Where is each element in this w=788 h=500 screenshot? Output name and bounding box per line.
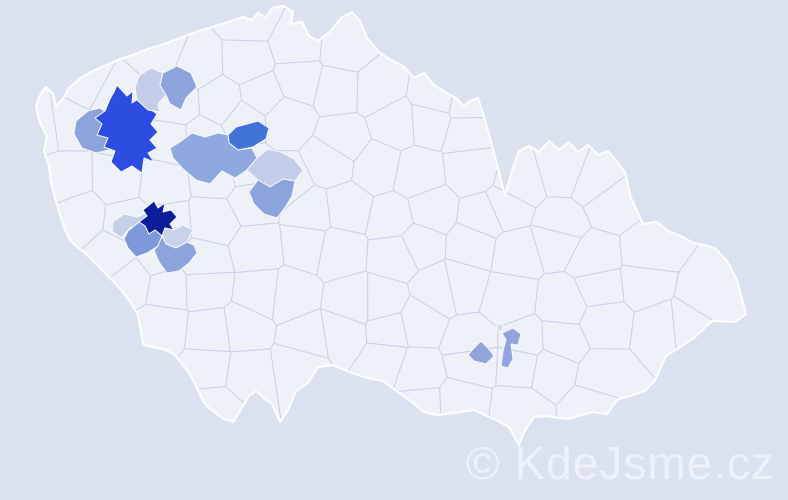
district-cell [183, 306, 231, 353]
district-cell [578, 301, 635, 350]
country-border [34, 4, 748, 447]
highlighted-districts [73, 65, 522, 369]
highlight-14 [467, 340, 495, 365]
highlight-15 [500, 327, 522, 369]
highlight-4 [159, 65, 198, 111]
highlight-16 [495, 322, 505, 333]
highlight-13 [153, 235, 198, 274]
highlight-8 [248, 178, 296, 219]
